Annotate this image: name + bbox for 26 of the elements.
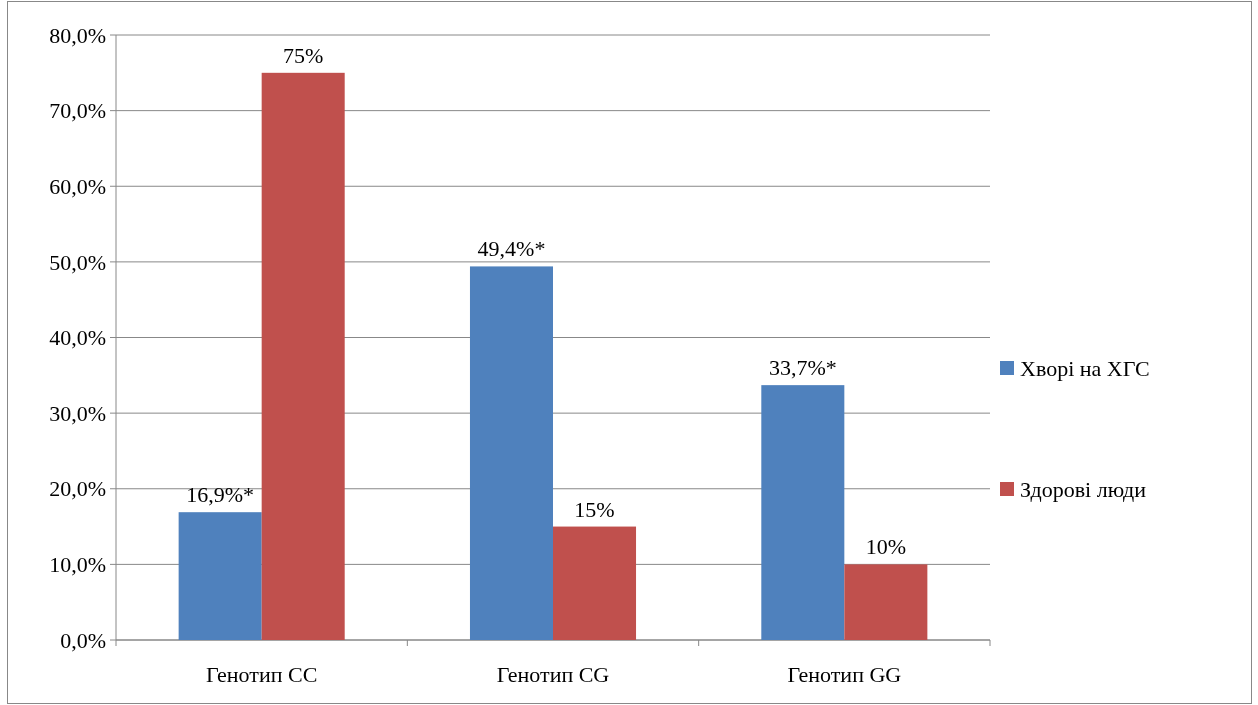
y-tick-label: 20,0% — [49, 476, 106, 502]
data-label: 49,4%* — [477, 236, 546, 262]
data-label: 10% — [865, 534, 907, 560]
data-label: 15% — [574, 496, 615, 522]
y-tick-label: 50,0% — [49, 249, 106, 275]
data-label: 75% — [283, 42, 324, 68]
y-tick-label: 0,0% — [60, 627, 106, 653]
legend-label: Хворі на ХГС — [1020, 355, 1150, 381]
y-tick-label: 30,0% — [49, 400, 106, 426]
y-tick-label: 80,0% — [49, 22, 106, 48]
y-tick-label: 10,0% — [49, 552, 106, 578]
legend-label: Здорові люди — [1020, 476, 1147, 502]
bar — [761, 385, 845, 640]
x-tick-label: Генотип GG — [787, 662, 902, 687]
bar — [844, 564, 928, 640]
x-tick-label: Генотип CC — [206, 662, 318, 687]
y-tick-label: 70,0% — [49, 98, 106, 124]
y-tick-label: 60,0% — [49, 173, 106, 199]
bar — [553, 526, 637, 640]
data-label: 16,9%* — [186, 482, 255, 508]
bar — [261, 72, 345, 640]
bar — [469, 266, 553, 640]
bar — [178, 512, 262, 640]
data-label: 33,7%* — [768, 355, 837, 381]
y-tick-label: 40,0% — [49, 325, 106, 351]
x-tick-label: Генотип CG — [496, 662, 610, 687]
